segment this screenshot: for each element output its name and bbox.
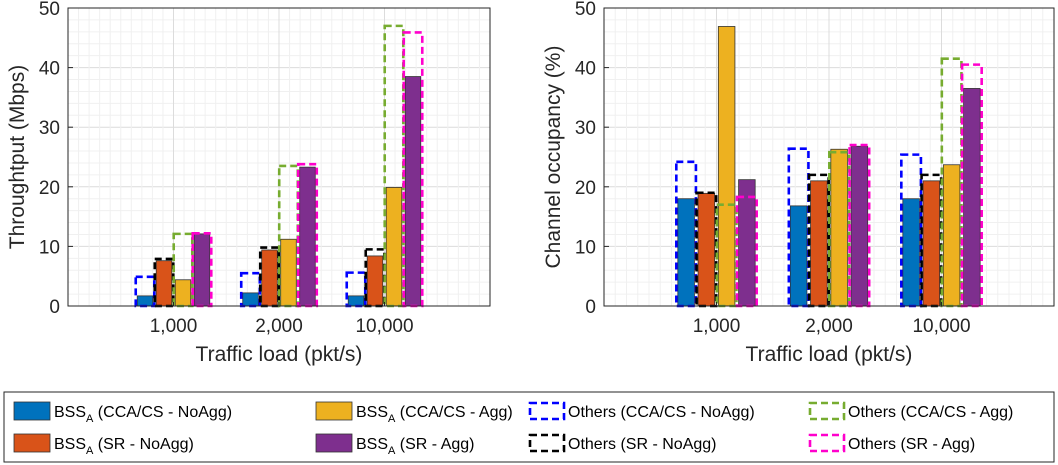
- legend-label: BSSA (SR - Agg): [356, 436, 475, 457]
- bar-bss-1-cat-2: [789, 205, 808, 307]
- bar-bss-2-cat-3: [366, 255, 384, 307]
- legend-swatch: [808, 401, 846, 421]
- bar-bss-2-cat-3: [922, 180, 941, 307]
- y-tick-label: 10: [575, 237, 596, 258]
- x-tick-label: 1,000: [150, 316, 198, 337]
- bar-bss-4-cat-2: [850, 145, 869, 307]
- legend-label: Others (CCA/CS - Agg): [848, 404, 1013, 421]
- legend-bss-prefix: BSS: [54, 436, 86, 453]
- bar-bss-4-cat-3: [404, 76, 422, 307]
- bar-bss-4-cat-1: [193, 233, 211, 307]
- y-tick-label: 50: [39, 0, 60, 20]
- y-tick-label: 40: [575, 59, 596, 80]
- legend-swatch: [808, 433, 846, 453]
- x-tick-label: 10,000: [912, 316, 970, 337]
- y-tick-label: 40: [39, 59, 60, 80]
- bar-bss-4-cat-2: [299, 166, 316, 307]
- bar-bss-3-cat-3: [385, 186, 403, 307]
- legend-series-name: (CCA/CS - Agg): [395, 404, 512, 421]
- legend-swatch: [528, 401, 566, 421]
- legend-label: Others (SR - Agg): [848, 436, 975, 453]
- bar-others-1-cat-2: [787, 147, 810, 308]
- legend-bss-subscript: A: [388, 413, 396, 425]
- y-tick-label: 0: [585, 297, 596, 318]
- y-tick-label: 20: [39, 178, 60, 199]
- axes-frame: [67, 7, 491, 307]
- x-tick-label: 2,000: [805, 316, 853, 337]
- legend-swatch: [13, 401, 51, 421]
- legend-swatch: [528, 433, 566, 453]
- bar-bss-1-cat-3: [902, 198, 920, 307]
- x-axis-label: Traffic load (pkt/s): [196, 343, 363, 366]
- legend-swatch: [315, 433, 353, 453]
- legend-item-4: BSSA (SR - Agg): [315, 433, 475, 457]
- plots: 1,000 2,000 10,000 0 10 20 30 40 50 Traffic load …: [6, 0, 1055, 366]
- legend-swatch: [13, 433, 51, 453]
- x-tick-label: 1,000: [693, 316, 741, 337]
- bar-others-2-cat-2: [258, 246, 281, 308]
- legend-series-name: (SR - NoAgg): [93, 436, 193, 453]
- legend-bss-subscript: A: [86, 413, 94, 425]
- y-tick-label: 30: [575, 118, 596, 139]
- y-tick-label: 0: [49, 297, 60, 318]
- y-axis-label: Throughtput (Mbps): [6, 65, 29, 249]
- bar-bss-2-cat-1: [697, 192, 716, 307]
- legend-item-3: BSSA (CCA/CS - Agg): [315, 401, 513, 425]
- legend-item-5: Others (CCA/CS - NoAgg): [528, 401, 755, 421]
- bar-bss-1-cat-1: [677, 198, 695, 307]
- legend-swatch: [315, 401, 353, 421]
- y-tick-label: 20: [575, 178, 596, 199]
- y-tick-label: 30: [39, 118, 60, 139]
- legend-item-6: Others (SR - NoAgg): [528, 433, 716, 453]
- y-tick-label: 10: [39, 237, 60, 258]
- bar-others-3-cat-3: [383, 24, 405, 308]
- legend-bss-prefix: BSS: [356, 404, 388, 421]
- bar-bss-3-cat-1: [174, 279, 192, 307]
- legend-bss-subscript: A: [86, 445, 94, 457]
- bar-others-2-cat-1: [695, 191, 718, 308]
- y-axis-label: Channel occupancy (%): [542, 46, 565, 269]
- bar-bss-2-cat-1: [155, 260, 173, 307]
- legend-item-8: Others (SR - Agg): [808, 433, 975, 453]
- chart-panel-1: 1,000 2,000 10,000 0 10 20 30 40 50 Traffic load …: [6, 0, 491, 366]
- bar-bss-4-cat-3: [963, 88, 981, 307]
- legend-bss-prefix: BSS: [356, 436, 388, 453]
- bar-bss-1-cat-2: [242, 292, 259, 307]
- bar-bss-3-cat-2: [830, 148, 848, 307]
- bar-bss-1-cat-1: [136, 295, 154, 307]
- legend-item-2: BSSA (SR - NoAgg): [13, 433, 194, 457]
- bar-bss-4-cat-1: [738, 179, 756, 307]
- bar-bss-2-cat-2: [261, 249, 278, 307]
- bar-bss-1-cat-3: [347, 295, 365, 307]
- legend-label: Others (SR - NoAgg): [568, 436, 716, 453]
- y-tick-label: 50: [575, 0, 596, 20]
- axes-frame: [603, 7, 1055, 307]
- legend-item-7: Others (CCA/CS - Agg): [808, 401, 1013, 421]
- legend-series-name: (SR - Agg): [395, 436, 474, 453]
- legend-label: Others (CCA/CS - NoAgg): [568, 404, 755, 421]
- legend-label: BSSA (CCA/CS - NoAgg): [54, 404, 232, 425]
- legend-item-1: BSSA (CCA/CS - NoAgg): [13, 401, 232, 425]
- bar-bss-3-cat-2: [280, 238, 297, 307]
- legend-bss-prefix: BSS: [54, 404, 86, 421]
- bar-others-3-cat-2: [828, 150, 851, 308]
- x-tick-label: 10,000: [355, 316, 413, 337]
- legend-label: BSSA (SR - NoAgg): [54, 436, 194, 457]
- legend-series-name: (CCA/CS - NoAgg): [93, 404, 232, 421]
- bar-bss-3-cat-1: [717, 26, 736, 307]
- x-tick-label: 2,000: [255, 316, 303, 337]
- legend: BSSA (CCA/CS - NoAgg)BSSA (SR - NoAgg)BS…: [3, 391, 1055, 463]
- legend-bss-subscript: A: [388, 445, 396, 457]
- x-axis-label: Traffic load (pkt/s): [746, 343, 913, 366]
- bar-bss-2-cat-2: [810, 180, 828, 307]
- chart-panel-2: 1,000 2,000 10,000 0 10 20 30 40 50 Traffic load …: [542, 0, 1055, 366]
- bar-bss-3-cat-3: [942, 164, 961, 307]
- legend-label: BSSA (CCA/CS - Agg): [356, 404, 513, 425]
